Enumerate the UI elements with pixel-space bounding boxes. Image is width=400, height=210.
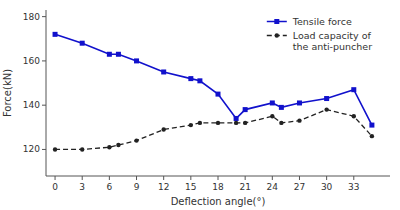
point <box>216 92 221 97</box>
y-tick-label: 160 <box>23 56 40 66</box>
point <box>324 107 328 111</box>
legend: Tensile force Load capacity ofthe anti-pu… <box>267 16 372 52</box>
y-tick <box>42 16 46 17</box>
x-tick-label: 30 <box>321 182 333 192</box>
series <box>53 107 374 151</box>
legend-label: Tensile force <box>292 16 352 27</box>
x-tick <box>245 176 246 180</box>
x-tick <box>82 176 83 180</box>
point <box>243 107 248 112</box>
legend-marker <box>275 33 279 37</box>
x-tick-label: 27 <box>294 182 305 192</box>
x-tick-label: 21 <box>239 182 250 192</box>
x-tick <box>218 176 219 180</box>
point <box>369 123 374 128</box>
x-tick-label: 0 <box>52 182 58 192</box>
point <box>197 78 202 83</box>
point <box>270 100 275 105</box>
point <box>270 114 274 118</box>
point <box>161 127 165 131</box>
point <box>53 147 57 151</box>
point <box>324 96 329 101</box>
x-tick <box>326 176 327 180</box>
point <box>370 134 374 138</box>
x-tick <box>299 176 300 180</box>
point <box>188 76 193 81</box>
x-tick-label: 24 <box>267 182 279 192</box>
point <box>116 52 121 57</box>
y-tick <box>42 105 46 106</box>
point <box>134 58 139 63</box>
x-tick-label: 12 <box>158 182 169 192</box>
point <box>351 87 356 92</box>
series-line <box>55 34 372 125</box>
point <box>279 105 284 110</box>
point <box>297 118 301 122</box>
point <box>216 121 220 125</box>
x-tick <box>353 176 354 180</box>
point <box>116 143 120 147</box>
y-tick-label: 180 <box>23 12 40 22</box>
x-tick-label: 33 <box>348 182 359 192</box>
point <box>243 121 247 125</box>
y-tick <box>42 60 46 61</box>
axes: 0 3 6 9 12 15 18 21 24 27 30 33 120 140 160 180 <box>23 10 390 192</box>
y-tick-label: 120 <box>23 144 40 154</box>
x-tick-label: 9 <box>134 182 140 192</box>
point <box>234 121 238 125</box>
y-tick-label: 140 <box>23 100 40 110</box>
x-tick <box>190 176 191 180</box>
point <box>352 114 356 118</box>
plot-area <box>53 32 375 152</box>
y-axis-line <box>46 10 47 176</box>
x-tick <box>163 176 164 180</box>
chart: 0 3 6 9 12 15 18 21 24 27 30 33 120 140 160 180 Deflecti… <box>0 0 400 210</box>
x-tick <box>55 176 56 180</box>
point <box>80 41 85 46</box>
point <box>107 145 111 149</box>
point <box>161 69 166 74</box>
point <box>53 32 58 37</box>
series <box>53 32 375 128</box>
legend-marker <box>274 19 279 24</box>
point <box>189 123 193 127</box>
x-tick <box>272 176 273 180</box>
series-line <box>55 110 372 150</box>
y-axis-label: Force(kN) <box>2 69 13 117</box>
x-tick-label: 15 <box>185 182 196 192</box>
x-tick-label: 3 <box>79 182 85 192</box>
y-tick <box>42 149 46 150</box>
legend-label: Load capacity ofthe anti-puncher <box>293 30 372 52</box>
x-tick <box>109 176 110 180</box>
point <box>198 121 202 125</box>
x-tick-label: 6 <box>107 182 113 192</box>
point <box>234 116 239 121</box>
point <box>134 138 138 142</box>
x-tick-label: 18 <box>212 182 224 192</box>
point <box>107 52 112 57</box>
point <box>279 121 283 125</box>
legend-item: Load capacity ofthe anti-puncher <box>267 30 372 52</box>
point <box>297 100 302 105</box>
point <box>80 147 84 151</box>
x-axis-label: Deflection angle(°) <box>171 196 266 207</box>
x-tick <box>136 176 137 180</box>
legend-item: Tensile force <box>267 16 352 27</box>
